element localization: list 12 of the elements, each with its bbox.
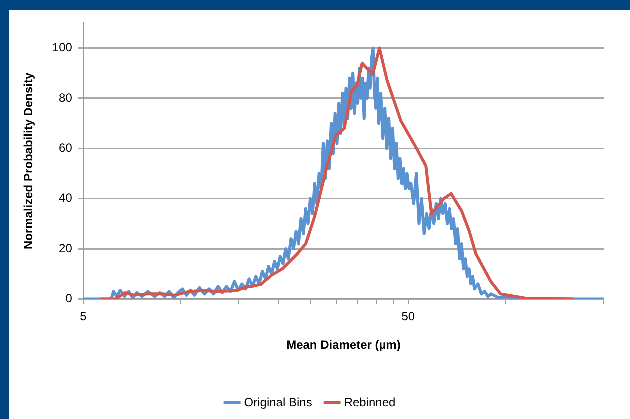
- y-tick-label: 80: [59, 90, 73, 105]
- y-axis-title: Normalized Probability Density: [22, 72, 36, 250]
- y-tick-label: 40: [59, 191, 73, 206]
- x-tick-label: 5: [80, 310, 88, 324]
- x-axis-title: Mean Diameter (µm): [286, 338, 401, 352]
- x-tick-label: 50: [402, 310, 416, 324]
- y-tick-label: 20: [59, 241, 73, 256]
- legend-label: Original Bins: [244, 395, 312, 410]
- y-tick-label: 100: [52, 40, 73, 55]
- legend-label: Rebinned: [344, 395, 396, 410]
- y-tick-label: 0: [66, 292, 73, 306]
- y-tick-label: 60: [59, 140, 73, 155]
